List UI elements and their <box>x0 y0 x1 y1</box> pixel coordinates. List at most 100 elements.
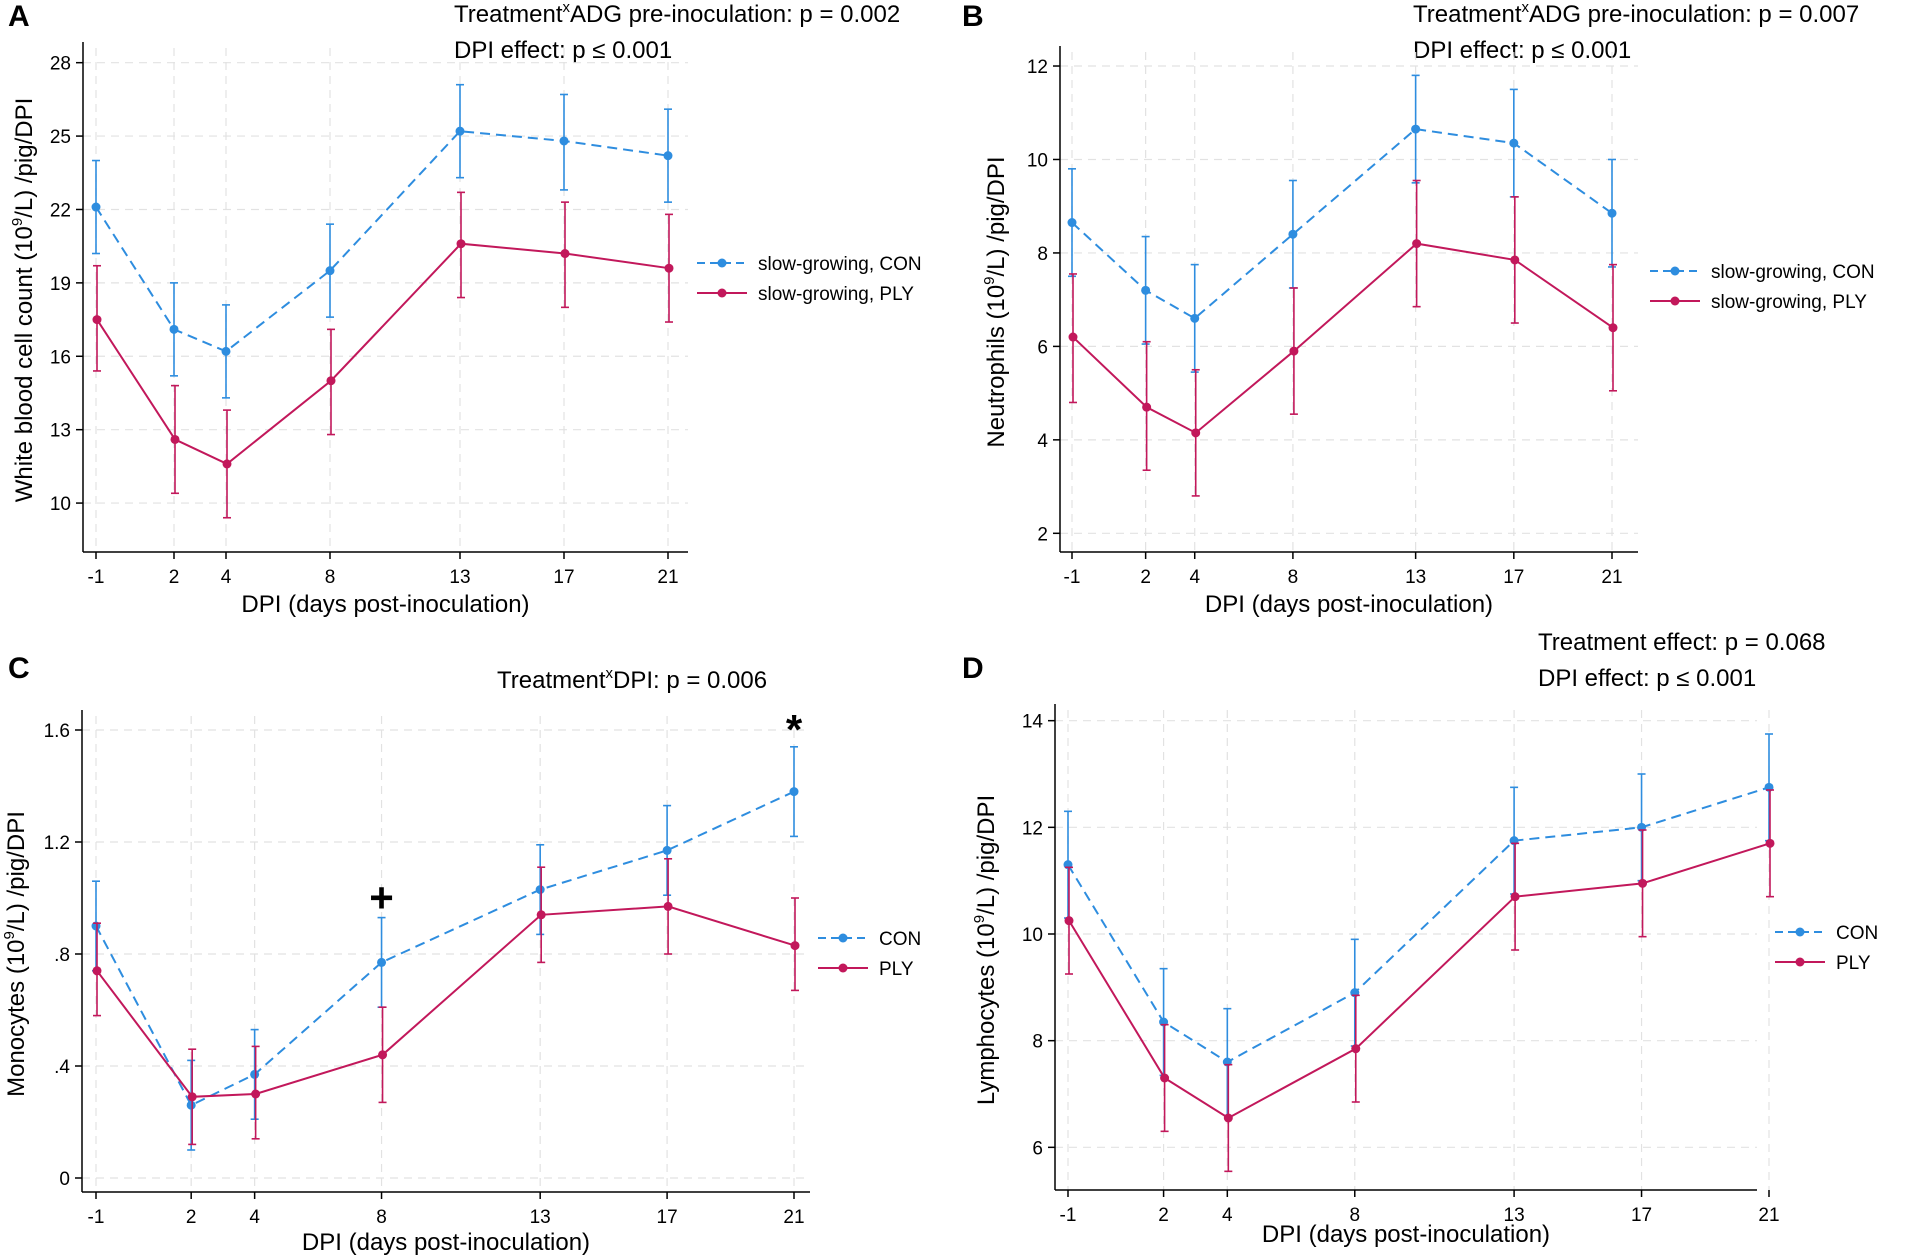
series-line <box>1072 242 1614 435</box>
grid <box>1055 710 1770 1190</box>
y-tick-label: 10 <box>1027 150 1048 171</box>
data-point <box>92 966 102 976</box>
x-tick-label: 8 <box>376 1207 387 1228</box>
panel-b: B TreatmentxADG pre-inoculation: p = 0.00… <box>954 0 1908 630</box>
x-tick-label: -1 <box>88 1207 105 1228</box>
data-point <box>1638 878 1648 888</box>
legend-label: CON <box>879 929 921 950</box>
legend: CON PLY <box>1775 923 1878 974</box>
data-point <box>169 324 179 334</box>
data-point <box>1411 124 1421 134</box>
data-point <box>789 787 799 797</box>
data-point <box>664 263 674 273</box>
y-tick-label: 13 <box>50 421 71 442</box>
x-tick-label: 2 <box>1140 567 1151 588</box>
legend: slow-growing, CON slow-growing, PLY <box>697 254 922 305</box>
y-tick-label: 19 <box>50 274 71 295</box>
chart-c: C TreatmentxDPI: p = 0.006 0 .4 .8 1.2 1.6 -1 2 4… <box>1 652 921 1256</box>
legend-label: slow-growing, CON <box>758 254 922 275</box>
y-tick-label: 0 <box>59 1169 70 1190</box>
x-tick-label: 8 <box>1349 1205 1360 1226</box>
y-tick-label: 6 <box>1032 1138 1043 1159</box>
x-tick-label: 17 <box>1631 1205 1652 1226</box>
y-tick-label: 25 <box>50 127 71 148</box>
panel-d: D Treatment effect: p = 0.068 DPI effect: … <box>954 630 1908 1260</box>
data-point <box>378 1050 388 1060</box>
chart-a: A TreatmentxADG pre-inoculation: p = 0.00… <box>8 0 922 618</box>
data-point <box>170 434 180 444</box>
grid <box>1060 52 1638 552</box>
x-tick-label: 13 <box>1405 567 1426 588</box>
chart-b: B TreatmentxADG pre-inoculation: p = 0.00… <box>962 0 1875 618</box>
data-point <box>559 136 569 146</box>
data-point <box>663 151 673 161</box>
data-point <box>1510 892 1520 902</box>
legend-label: slow-growing, CON <box>1711 262 1875 283</box>
panel-label: A <box>8 0 30 33</box>
x-tick-label: 21 <box>657 567 678 588</box>
x-tick-label: 8 <box>325 567 336 588</box>
data-point <box>92 315 102 325</box>
trend-plus-marker: + <box>369 874 394 921</box>
series-con <box>1067 74 1617 373</box>
data-point <box>377 957 387 967</box>
legend-swatch-point <box>717 258 727 268</box>
data-point <box>1289 346 1299 356</box>
y-tick-label: 10 <box>50 494 71 515</box>
data-point <box>1510 255 1520 265</box>
series-line <box>96 905 796 1098</box>
x-tick-label: 2 <box>169 567 180 588</box>
data-point <box>1067 218 1077 228</box>
x-tick-label: 4 <box>221 567 232 588</box>
data-point <box>662 845 672 855</box>
legend-swatch-point <box>717 288 727 298</box>
y-tick-label: 16 <box>50 347 71 368</box>
x-axis-label: DPI (days post-inoculation) <box>1205 591 1493 618</box>
y-tick-label: .8 <box>54 945 70 966</box>
data-point <box>790 941 800 951</box>
data-point <box>1142 402 1152 412</box>
data-point <box>251 1089 261 1099</box>
data-point <box>1160 1073 1170 1083</box>
x-tick-label: 13 <box>530 1207 551 1228</box>
data-point <box>1288 229 1298 239</box>
y-tick-label: 2 <box>1037 524 1048 545</box>
series-ply <box>1068 179 1618 497</box>
series-con <box>91 83 673 399</box>
x-tick-label: -1 <box>1064 567 1081 588</box>
chart-d: D Treatment effect: p = 0.068 DPI effect: … <box>962 630 1878 1248</box>
stat-annotation: DPI effect: p ≤ 0.001 <box>1538 665 1756 692</box>
legend-swatch-point <box>1795 927 1805 937</box>
y-tick-label: 10 <box>1022 925 1043 946</box>
legend: CON PLY <box>818 929 921 980</box>
x-tick-label: 17 <box>1503 567 1524 588</box>
x-tick-label: 21 <box>1601 567 1622 588</box>
panel-label: B <box>962 0 984 33</box>
data-point <box>1607 208 1617 218</box>
data-point <box>536 910 546 920</box>
data-point <box>250 1069 260 1079</box>
y-tick-label: 6 <box>1037 337 1048 358</box>
legend-swatch-point <box>1795 957 1805 967</box>
x-tick-label: 2 <box>186 1207 197 1228</box>
x-tick-label: 17 <box>657 1207 678 1228</box>
series-line <box>1068 842 1771 1120</box>
y-axis-label: Lymphocytes (109/L) /pig/DPI <box>971 795 1000 1105</box>
y-tick-label: 12 <box>1022 818 1043 839</box>
data-point <box>663 901 673 911</box>
stat-annotation: DPI effect: p ≤ 0.001 <box>1413 37 1631 64</box>
legend-swatch-point <box>1670 296 1680 306</box>
legend-label: slow-growing, PLY <box>1711 292 1867 313</box>
y-tick-label: 22 <box>50 200 71 221</box>
y-tick-label: 28 <box>50 54 71 75</box>
data-point <box>1351 1044 1361 1054</box>
stat-annotation: TreatmentxDPI: p = 0.006 <box>497 665 767 694</box>
x-tick-label: 4 <box>1189 567 1200 588</box>
series-line <box>95 790 795 1107</box>
legend-label: PLY <box>879 959 914 980</box>
data-point <box>221 346 231 356</box>
y-tick-label: 1.6 <box>44 721 70 742</box>
series-con <box>1063 733 1774 1117</box>
stat-annotation: TreatmentxADG pre-inoculation: p = 0.007 <box>1413 0 1859 28</box>
series-ply <box>1064 789 1775 1173</box>
